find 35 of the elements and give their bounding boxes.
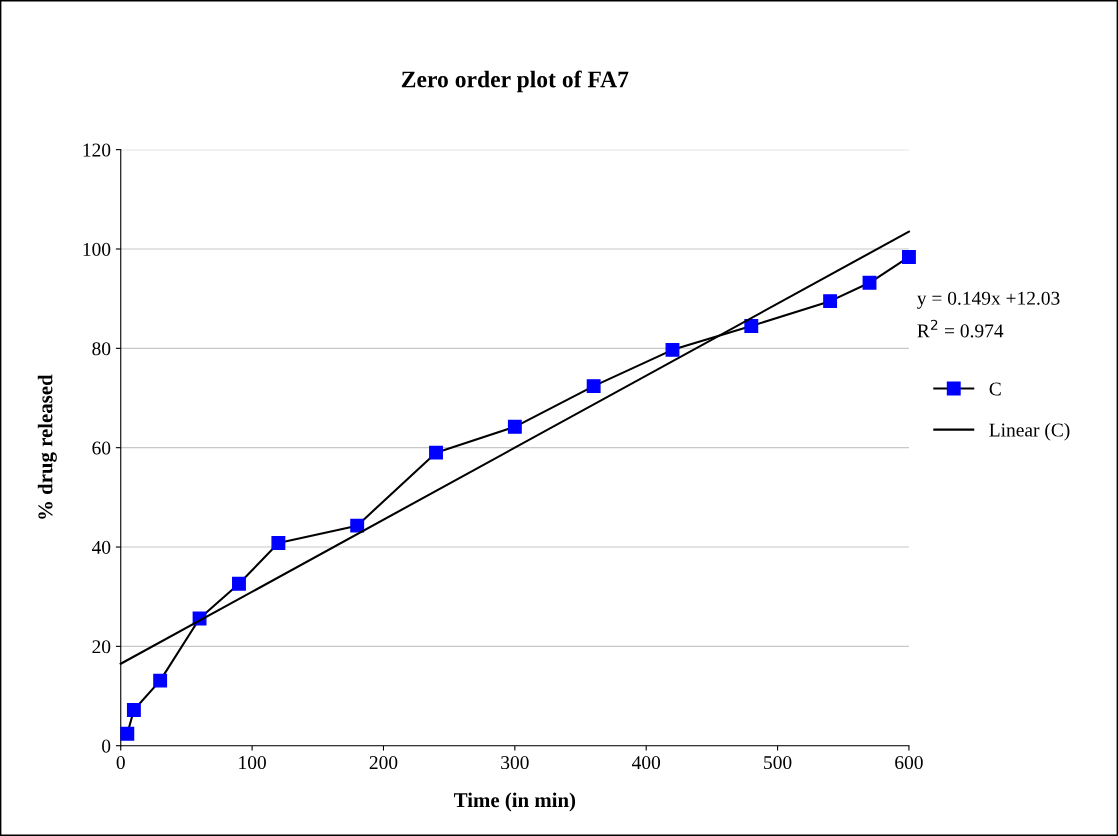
x-tick-label: 0 bbox=[116, 756, 125, 770]
text: R$^{2}$ = 0.974 bbox=[917, 319, 1004, 338]
legend-label: Linear (C) bbox=[989, 422, 1070, 441]
point bbox=[507, 419, 522, 434]
point bbox=[232, 576, 246, 591]
point bbox=[901, 249, 916, 264]
y-tick-label: 80 bbox=[92, 342, 111, 356]
x-tick-label: 500 bbox=[764, 756, 792, 770]
x-tick-label: 200 bbox=[369, 756, 398, 770]
x-axis-title: Time (in min) bbox=[454, 792, 576, 812]
point bbox=[271, 536, 286, 550]
point bbox=[823, 294, 838, 309]
y-tick-label: 0 bbox=[102, 739, 111, 753]
y-tick-label: 20 bbox=[92, 640, 111, 654]
point bbox=[586, 379, 601, 394]
y-tick-label: 100 bbox=[83, 242, 111, 256]
chart-title: Zero order plot of FA7 bbox=[401, 70, 629, 93]
point bbox=[350, 518, 365, 533]
x-tick-label: 100 bbox=[239, 756, 266, 770]
point bbox=[153, 673, 168, 688]
y-tick-label: 60 bbox=[92, 441, 111, 455]
x-tick-label: 600 bbox=[895, 756, 923, 770]
x-tick-label: 300 bbox=[501, 756, 529, 770]
text: y = 0.149x +12.03 bbox=[917, 291, 1060, 309]
y-tick-label: 40 bbox=[91, 540, 111, 554]
y-axis-title: % drug released bbox=[37, 374, 57, 519]
point bbox=[665, 342, 680, 357]
point bbox=[126, 703, 141, 717]
point bbox=[862, 275, 877, 290]
point bbox=[744, 319, 759, 333]
point bbox=[120, 726, 135, 741]
point bbox=[429, 445, 443, 460]
legend-label: C bbox=[989, 382, 1001, 396]
x-tick-label: 400 bbox=[632, 756, 661, 770]
y-tick-label: 120 bbox=[83, 143, 111, 157]
